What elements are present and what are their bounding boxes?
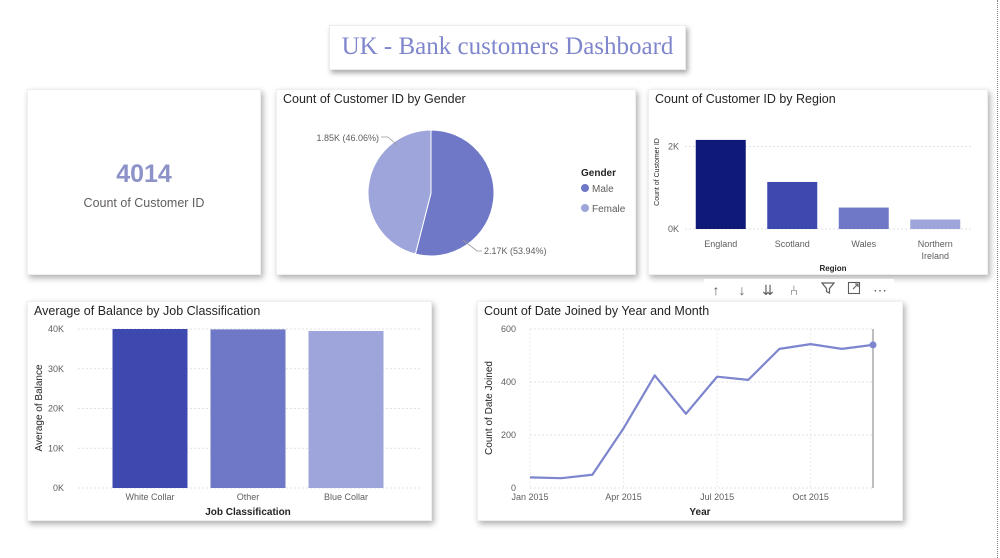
region-bar-chart: 0K 2K England Scotland Wales Northern Ireland R… <box>654 138 971 273</box>
region-bar-scotland <box>767 181 818 229</box>
dashboard-title: UK - Bank customers Dashboard <box>329 25 686 70</box>
line-point-highlight <box>869 341 877 349</box>
line-ytick: 600 <box>501 324 516 334</box>
job-ytick: 20K <box>48 404 64 414</box>
region-xtick: Wales <box>851 239 876 249</box>
canvas-edge <box>997 0 998 558</box>
job-bar-chart: 0K 10K 20K 30K 40K White Collar Other Blue Coll… <box>34 324 420 518</box>
job-chart-title: Average of Balance by Job Classification <box>34 304 261 318</box>
line-series <box>529 343 874 480</box>
gender-pie-visual[interactable]: Count of Customer ID by Gender 1.85K (46… <box>276 89 636 275</box>
line-xtick: Jul 2015 <box>700 492 734 502</box>
job-bar-white-collar <box>112 329 188 488</box>
region-xtick: Northern <box>918 239 953 249</box>
expand-hierarchy-icon[interactable]: ⑃ <box>789 282 799 298</box>
line-ytick: 200 <box>501 430 516 440</box>
gender-chart-title: Count of Customer ID by Gender <box>283 92 466 106</box>
job-xlabel: Job Classification <box>205 507 291 518</box>
line-xtick: Apr 2015 <box>605 492 642 502</box>
pie-legend-item-male: Male <box>592 184 614 195</box>
card-visual[interactable]: 4014 Count of Customer ID <box>27 89 261 275</box>
line-xtick: Jan 2015 <box>511 492 548 502</box>
region-bar-visual[interactable]: Count of Customer ID by Region 0K 2K Engla… <box>648 89 988 275</box>
region-bar-england <box>695 139 746 229</box>
double-arrow-down-icon[interactable]: ⇊ <box>762 282 774 298</box>
filter-icon[interactable] <box>818 281 838 299</box>
region-bar-northern-ireland <box>910 219 961 229</box>
visual-header-toolbar: ↑ ↓ ⇊ ⑃ ⋯ <box>704 279 894 301</box>
job-ytick: 30K <box>48 364 64 374</box>
date-chart-title: Count of Date Joined by Year and Month <box>484 304 710 318</box>
focus-mode-icon[interactable] <box>844 281 864 299</box>
job-bar-other <box>210 329 286 488</box>
pie-slice-male <box>414 129 495 257</box>
job-bar-visual[interactable]: Average of Balance by Job Classification… <box>27 301 432 521</box>
region-chart-title: Count of Customer ID by Region <box>655 92 836 106</box>
date-line-chart: 0 200 400 600 Jan 2015 Apr 2015 Jul 2015 Oct 20… <box>484 324 877 518</box>
card-value: 4014 <box>116 160 172 188</box>
region-xlabel: Region <box>819 264 846 273</box>
line-xlabel: Year <box>689 507 710 518</box>
job-ylabel: Average of Balance <box>34 364 45 452</box>
job-xtick: Blue Collar <box>324 492 368 502</box>
arrow-down-icon[interactable]: ↓ <box>738 282 746 298</box>
pie-legend-item-female: Female <box>592 204 626 215</box>
line-ytick: 0 <box>511 483 516 493</box>
job-ytick: 10K <box>48 443 64 453</box>
pie-label-male: 2.17K (53.94%) <box>484 246 547 256</box>
pie-label-female: 1.85K (46.06%) <box>316 133 379 143</box>
date-line-visual[interactable]: Count of Date Joined by Year and Month 0… <box>477 301 903 521</box>
more-options-icon[interactable]: ⋯ <box>873 282 887 298</box>
pie-slice-female <box>367 129 432 255</box>
region-xtick: Ireland <box>921 251 949 261</box>
job-xtick: White Collar <box>125 492 174 502</box>
pie-legend-marker-female <box>581 204 589 212</box>
job-ytick: 40K <box>48 324 64 334</box>
line-ytick: 400 <box>501 377 516 387</box>
card-label: Count of Customer ID <box>83 196 205 210</box>
region-bar-wales <box>838 207 889 229</box>
line-xtick: Oct 2015 <box>792 492 829 502</box>
region-ylabel: Count of Customer ID <box>654 138 661 206</box>
job-xtick: Other <box>237 492 260 502</box>
region-ytick: 2K <box>668 142 679 152</box>
arrow-up-icon[interactable]: ↑ <box>712 282 720 298</box>
region-xtick: England <box>704 239 737 249</box>
pie-leader-male <box>462 239 482 252</box>
pie-leader-female <box>381 136 398 146</box>
job-bar-blue-collar <box>308 330 384 488</box>
job-ytick: 0K <box>53 483 64 493</box>
gender-pie-chart: 1.85K (46.06%) 2.17K (53.94%) Gender Male Fe… <box>316 129 626 257</box>
pie-legend-title: Gender <box>581 168 616 179</box>
pie-legend-marker-male <box>581 184 589 192</box>
region-ytick: 0K <box>668 224 679 234</box>
region-xtick: Scotland <box>775 239 810 249</box>
line-ylabel: Count of Date Joined <box>484 361 495 455</box>
